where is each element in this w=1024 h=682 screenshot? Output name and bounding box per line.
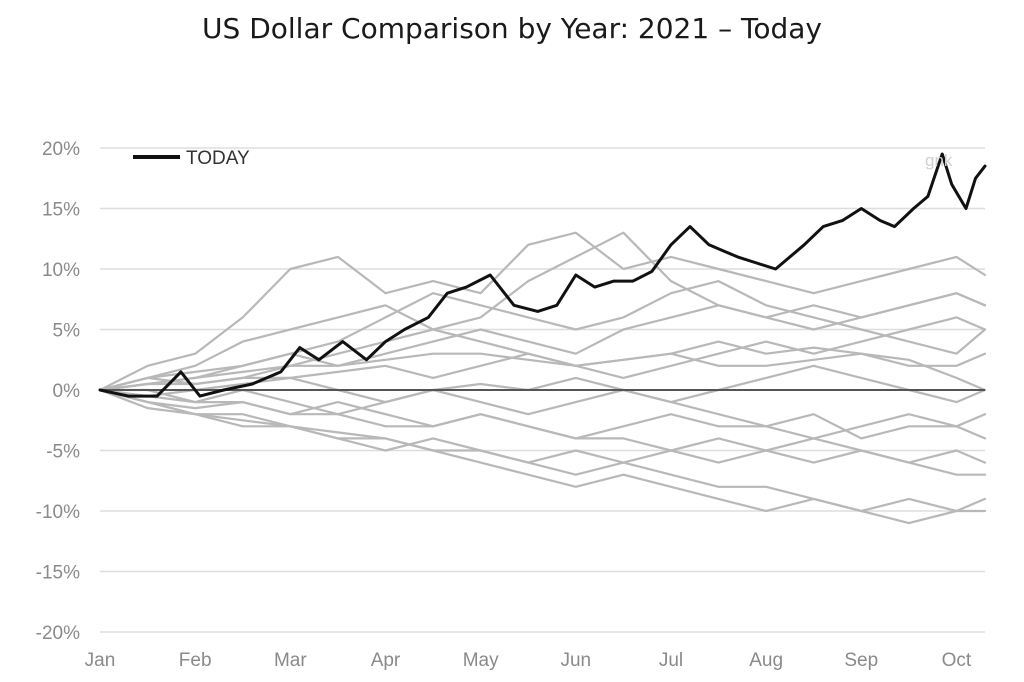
x-tick-label: Aug — [749, 650, 783, 671]
y-tick-label: 5% — [53, 321, 81, 342]
y-tick-label: -15% — [36, 563, 80, 584]
series-line-8 — [98, 388, 987, 464]
y-tick-label: 0% — [53, 381, 81, 402]
x-tick-label: May — [463, 650, 499, 671]
series-line-5 — [98, 352, 987, 392]
series-line-2 — [98, 231, 987, 392]
y-tick-label: 15% — [42, 200, 80, 221]
series-line-13 — [98, 292, 987, 392]
series-line-6 — [98, 364, 987, 404]
legend-label-today: TODAY — [186, 148, 250, 169]
x-axis-ticks: Jan Feb Mar Apr May Jun Jul Aug Sep Oct — [85, 650, 972, 671]
series-line-14 — [98, 316, 987, 392]
x-tick-label: Feb — [179, 650, 212, 671]
x-tick-label: Apr — [371, 650, 401, 671]
watermark-text: gnk — [925, 151, 953, 170]
y-tick-label: -5% — [46, 442, 80, 463]
x-tick-label: Oct — [942, 650, 972, 671]
y-tick-label: -10% — [36, 502, 80, 523]
series-line-4 — [98, 328, 987, 392]
highlight-series — [98, 152, 987, 398]
series-line-11 — [98, 388, 987, 476]
y-tick-label: 10% — [42, 260, 80, 281]
y-axis-ticks: 20% 15% 10% 5% 0% -5% -10% -15% -20% — [36, 139, 80, 644]
series-line-1 — [98, 231, 987, 392]
x-tick-label: Sep — [844, 650, 878, 671]
x-tick-label: Jan — [85, 650, 116, 671]
series-line-today — [98, 152, 987, 398]
x-tick-label: Jun — [560, 650, 591, 671]
comparison-series — [98, 231, 987, 525]
series-line-10 — [98, 388, 987, 525]
series-line-12 — [98, 388, 987, 440]
gridlines — [100, 147, 985, 633]
x-tick-label: Mar — [274, 650, 307, 671]
chart-title: US Dollar Comparison by Year: 2021 – Tod… — [202, 12, 822, 45]
legend: TODAY — [133, 148, 250, 169]
x-tick-label: Jul — [659, 650, 683, 671]
y-tick-label: 20% — [42, 139, 80, 160]
y-tick-label: -20% — [36, 623, 80, 644]
